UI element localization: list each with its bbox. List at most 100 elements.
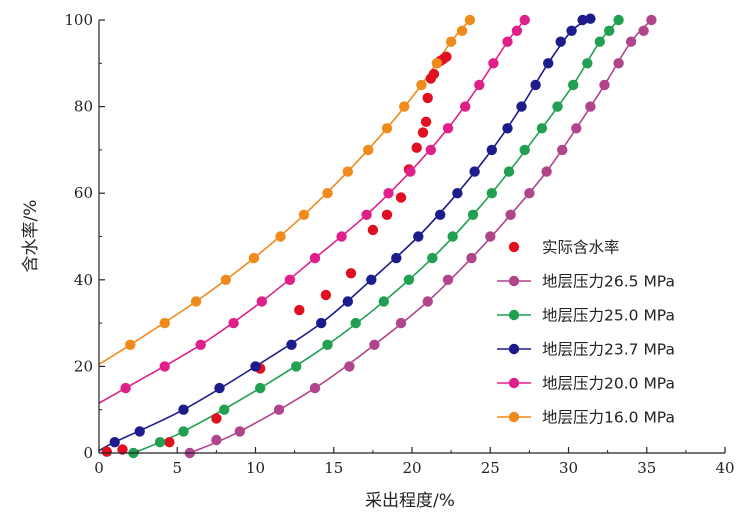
data-point: [447, 231, 458, 242]
data-point: [336, 231, 347, 242]
y-tick-label: 60: [74, 184, 93, 202]
legend-marker: [508, 377, 520, 389]
data-point: [322, 188, 333, 199]
data-point: [530, 79, 541, 91]
data-point: [369, 339, 380, 350]
data-point: [399, 101, 410, 112]
data-point: [190, 296, 202, 307]
data-point: [442, 123, 454, 134]
data-point: [298, 209, 310, 220]
data-point: [456, 25, 468, 36]
axes: 0 5 10 15 20 25 30 35 40 0 20 40 60 80 100: [64, 11, 734, 477]
data-point: [273, 404, 285, 415]
data-point: [524, 188, 535, 199]
legend-marker: [508, 343, 520, 355]
data-point: [248, 252, 260, 264]
data-point: [599, 79, 610, 91]
data-point: [294, 304, 305, 316]
data-point: [125, 339, 136, 350]
data-point: [428, 68, 440, 80]
data-point: [405, 166, 416, 177]
data-point: [366, 274, 377, 285]
data-point: [571, 123, 582, 134]
data-point: [552, 101, 563, 112]
data-point: [211, 413, 222, 424]
data-point: [342, 296, 353, 307]
data-point: [291, 361, 302, 372]
data-point: [411, 142, 422, 153]
data-point: [178, 404, 189, 415]
data-point: [309, 252, 321, 264]
x-tick-label: 25: [481, 459, 500, 477]
data-point: [320, 289, 332, 301]
data-point: [466, 252, 477, 264]
data-point: [422, 296, 433, 307]
data-point: [309, 382, 321, 394]
legend-label: 地层压力25.0 MPa: [542, 307, 675, 325]
legend-marker: [508, 275, 520, 287]
data-point: [566, 25, 577, 36]
data-point: [469, 166, 480, 177]
data-point: [511, 25, 523, 36]
data-point: [519, 14, 530, 26]
data-point: [117, 444, 128, 455]
data-point: [460, 101, 471, 112]
y-tick-label: 100: [64, 11, 93, 29]
data-point: [577, 14, 588, 26]
data-point: [383, 188, 394, 199]
curve-line-3: [98, 19, 526, 404]
data-point: [442, 274, 454, 285]
data-point: [363, 144, 374, 156]
data-point: [445, 36, 457, 47]
data-point: [381, 209, 393, 220]
data-point: [219, 404, 230, 415]
data-point: [195, 339, 206, 350]
x-tick-label: 35: [637, 459, 656, 477]
data-point: [427, 252, 438, 264]
data-point: [431, 58, 443, 69]
x-tick-label: 40: [715, 459, 734, 477]
y-axis-title: 含水率/%: [21, 200, 41, 273]
data-point: [485, 231, 496, 242]
data-point: [228, 317, 239, 329]
data-point: [417, 127, 429, 138]
data-point: [345, 268, 357, 279]
data-point: [284, 274, 296, 285]
data-point: [159, 361, 170, 372]
data-point: [178, 426, 189, 437]
data-point: [613, 58, 624, 69]
data-point: [594, 36, 605, 47]
data-point: [557, 144, 568, 156]
data-point: [109, 437, 120, 448]
data-point: [464, 14, 476, 26]
data-point: [625, 36, 637, 47]
data-point: [585, 13, 596, 24]
y-tick-label: 0: [83, 444, 93, 462]
data-point: [250, 361, 261, 372]
y-tick-label: 40: [74, 271, 93, 289]
data-point: [519, 144, 530, 156]
data-point: [613, 14, 624, 26]
data-point: [568, 79, 579, 91]
data-point: [322, 339, 333, 350]
data-point: [391, 252, 402, 264]
legend-marker: [508, 411, 520, 423]
data-point: [486, 188, 497, 199]
data-point: [441, 51, 452, 62]
data-point: [435, 209, 446, 220]
data-point: [502, 36, 513, 47]
data-point: [395, 317, 407, 329]
data-point: [420, 116, 432, 128]
data-point: [220, 274, 231, 285]
data-point: [101, 446, 113, 457]
data-point: [646, 14, 657, 26]
y-tick-label: 80: [74, 98, 93, 116]
data-point: [488, 58, 499, 69]
data-point: [502, 123, 513, 134]
data-point: [350, 317, 361, 329]
data-point: [134, 426, 145, 437]
data-point: [395, 192, 407, 203]
data-point: [211, 434, 222, 446]
x-tick-label: 15: [324, 459, 343, 477]
x-tick-label: 0: [94, 459, 104, 477]
